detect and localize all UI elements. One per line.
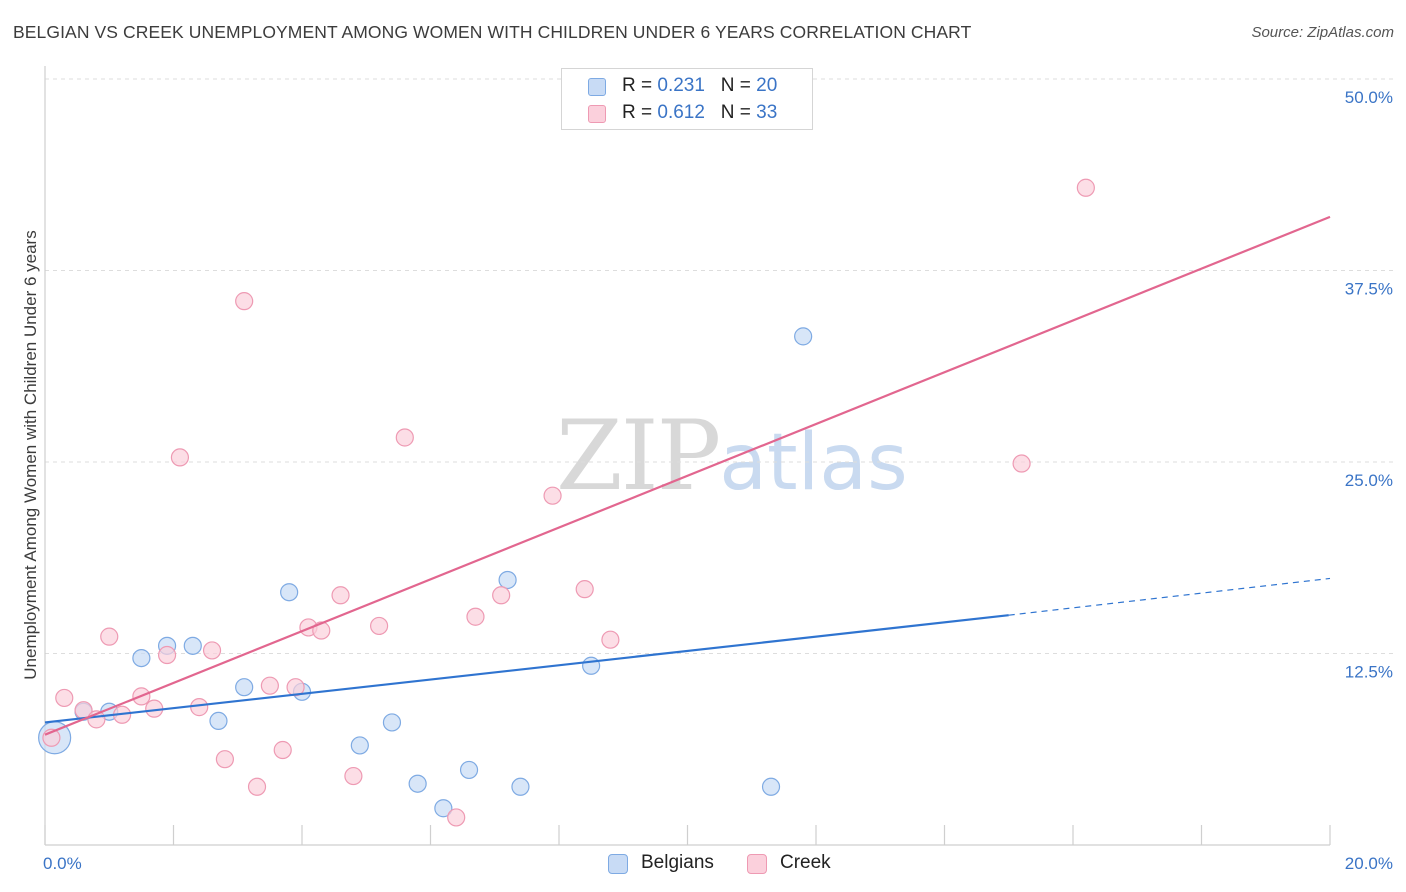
creek-point: [202, 641, 222, 660]
belgians-point: [761, 777, 781, 796]
x-tick-label: 20.0%: [1345, 854, 1393, 873]
belgians-point: [132, 648, 151, 668]
creek-point: [466, 607, 485, 626]
belgians-point: [280, 583, 299, 602]
creek-point: [1012, 454, 1031, 473]
creek-point: [170, 448, 190, 467]
creek-point: [447, 808, 466, 827]
creek-point: [55, 688, 74, 708]
creek-point: [286, 678, 305, 697]
belgians-point: [511, 777, 530, 796]
creek-point: [260, 676, 279, 695]
belgians-point: [183, 636, 202, 655]
creek-point: [331, 586, 350, 605]
y-tick-label: 37.5%: [1345, 280, 1393, 299]
creek-point: [1076, 178, 1095, 197]
bottom-legend-swatch-belgians: [608, 854, 628, 874]
belgians-trend-line: [44, 614, 1009, 724]
x-tick-label: 0.0%: [43, 854, 82, 873]
legend-n-value-creek: 33: [756, 102, 778, 123]
bottom-legend-swatch-creek: [747, 854, 767, 874]
y-axis-label: Unemployment Among Women with Children U…: [21, 230, 40, 680]
chart-source: Source: ZipAtlas.com: [1251, 24, 1394, 41]
creek-point: [344, 766, 363, 786]
legend-swatch-belgians: [588, 78, 606, 96]
belgians-point: [498, 570, 517, 590]
creek-point: [235, 292, 254, 311]
belgians-point: [382, 713, 402, 732]
creek-point: [157, 645, 177, 665]
creek-point: [395, 428, 414, 447]
belgians-point: [209, 711, 228, 731]
y-tick-label: 25.0%: [1345, 471, 1393, 490]
watermark: ZIPatlas: [556, 400, 908, 512]
bottom-legend-label-belgians: Belgians: [641, 852, 714, 873]
creek-point: [601, 630, 620, 649]
belgians-point: [350, 736, 369, 755]
legend-swatch-creek: [588, 105, 606, 123]
watermark-zip: ZIP: [556, 400, 721, 512]
legend-r-value-creek: 0.612: [657, 102, 705, 123]
belgians-point: [434, 799, 453, 818]
creek-point: [492, 586, 511, 605]
y-tick-label: 12.5%: [1345, 663, 1393, 682]
belgians-point: [459, 760, 479, 780]
chart-title: BELGIAN VS CREEK UNEMPLOYMENT AMONG WOME…: [13, 22, 972, 42]
legend-n-value-belgians: 20: [756, 75, 778, 96]
belgians-trend-extension: [1008, 577, 1331, 616]
creek-point: [575, 580, 594, 599]
legend-r-label: R =: [622, 75, 658, 96]
watermark-atlas: atlas: [719, 418, 908, 508]
creek-point: [190, 698, 209, 717]
belgians-point: [794, 327, 813, 346]
creek-point: [247, 777, 267, 796]
creek-point: [543, 486, 562, 505]
legend-n-label: N =: [720, 75, 757, 96]
belgians-point: [408, 774, 427, 793]
bottom-legend-label-creek: Creek: [780, 852, 831, 873]
belgians-point: [582, 656, 601, 675]
creek-trend-line: [44, 215, 1331, 736]
creek-point: [273, 740, 292, 760]
correlation-legend: R = 0.231 N = 20 R = 0.612 N = 33: [561, 68, 813, 130]
legend-r-label: R =: [622, 102, 658, 123]
belgians-point: [235, 678, 254, 697]
creek-point: [312, 621, 331, 640]
creek-point: [370, 616, 389, 636]
y-tick-label: 50.0%: [1345, 88, 1393, 107]
creek-point: [215, 750, 234, 769]
creek-point: [100, 627, 119, 646]
legend-r-value-belgians: 0.231: [657, 75, 705, 96]
legend-n-label: N =: [720, 102, 757, 123]
